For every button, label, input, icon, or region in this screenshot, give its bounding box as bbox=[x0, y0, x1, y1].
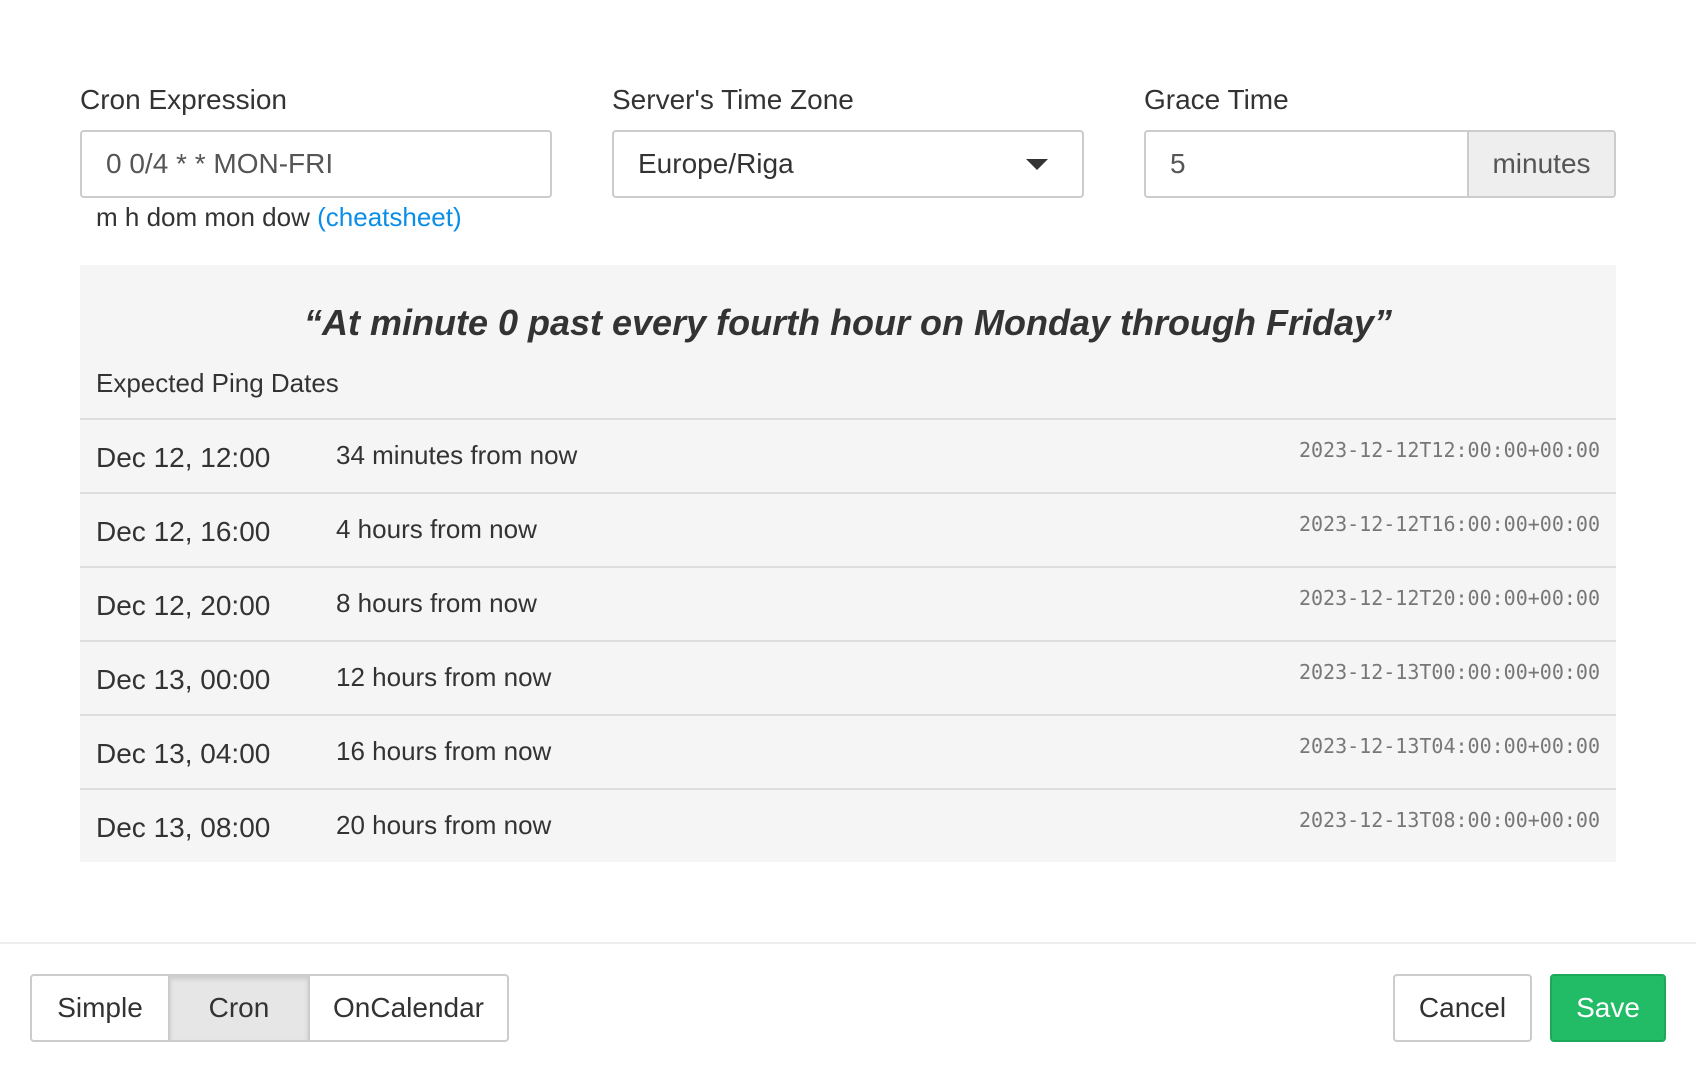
ping-row: Dec 13, 04:00 16 hours from now 2023-12-13… bbox=[80, 714, 1616, 788]
cron-value: 0 0/4 * * MON-FRI bbox=[106, 148, 334, 179]
ping-relative: 12 hours from now bbox=[336, 662, 552, 692]
ping-iso: 2023-12-13T00:00:00+00:00 bbox=[1298, 660, 1600, 684]
timezone-label: Server's Time Zone bbox=[612, 84, 854, 115]
grace-label: Grace Time bbox=[1144, 84, 1289, 115]
timezone-select[interactable]: Europe/Riga bbox=[612, 130, 1084, 198]
ping-date: Dec 13, 00:00 bbox=[96, 664, 271, 695]
schedule-description: “At minute 0 past every fourth hour on M… bbox=[303, 302, 1393, 343]
grace-time-input[interactable]: 5 bbox=[1146, 132, 1467, 196]
mode-simple-button[interactable]: Simple bbox=[30, 974, 170, 1042]
ping-row: Dec 12, 20:00 8 hours from now 2023-12-12T… bbox=[80, 566, 1616, 640]
ping-row: Dec 12, 16:00 4 hours from now 2023-12-12T… bbox=[80, 492, 1616, 566]
cron-hint: m h dom mon dow (cheatsheet) bbox=[96, 202, 462, 233]
grace-time-group: 5 minutes bbox=[1144, 130, 1616, 198]
footer-divider bbox=[0, 942, 1696, 944]
cancel-button[interactable]: Cancel bbox=[1393, 974, 1532, 1042]
save-button[interactable]: Save bbox=[1550, 974, 1666, 1042]
ping-iso: 2023-12-12T12:00:00+00:00 bbox=[1298, 438, 1600, 462]
cheatsheet-link[interactable]: (cheatsheet) bbox=[317, 202, 462, 232]
timezone-value: Europe/Riga bbox=[638, 148, 794, 179]
ping-relative: 8 hours from now bbox=[336, 588, 537, 618]
ping-date: Dec 13, 04:00 bbox=[96, 738, 271, 769]
ping-relative: 34 minutes from now bbox=[336, 440, 578, 470]
ping-iso: 2023-12-12T20:00:00+00:00 bbox=[1298, 586, 1600, 610]
ping-relative: 4 hours from now bbox=[336, 514, 537, 544]
ping-date: Dec 13, 08:00 bbox=[96, 812, 271, 843]
mode-oncalendar-button[interactable]: OnCalendar bbox=[308, 974, 509, 1042]
grace-value: 5 bbox=[1170, 148, 1186, 179]
schedule-preview: “At minute 0 past every fourth hour on M… bbox=[80, 265, 1616, 862]
grace-unit-addon: minutes bbox=[1467, 132, 1614, 196]
ping-date: Dec 12, 12:00 bbox=[96, 442, 271, 473]
cron-label: Cron Expression bbox=[80, 84, 287, 115]
ping-row: Dec 13, 08:00 20 hours from now 2023-12-13… bbox=[80, 788, 1616, 862]
mode-cron-button[interactable]: Cron bbox=[168, 974, 310, 1042]
ping-date: Dec 12, 20:00 bbox=[96, 590, 271, 621]
ping-iso: 2023-12-13T04:00:00+00:00 bbox=[1298, 734, 1600, 758]
ping-iso: 2023-12-12T16:00:00+00:00 bbox=[1298, 512, 1600, 536]
ping-relative: 20 hours from now bbox=[336, 810, 552, 840]
caret-down-icon bbox=[1026, 158, 1048, 170]
ping-relative: 16 hours from now bbox=[336, 736, 552, 766]
ping-row: Dec 12, 12:00 34 minutes from now 2023-12-… bbox=[80, 418, 1616, 492]
expected-ping-dates-heading: Expected Ping Dates bbox=[96, 368, 339, 398]
cron-hint-text: m h dom mon dow bbox=[96, 202, 310, 232]
ping-date: Dec 12, 16:00 bbox=[96, 516, 271, 547]
cron-expression-input[interactable]: 0 0/4 * * MON-FRI bbox=[80, 130, 552, 198]
ping-row: Dec 13, 00:00 12 hours from now 2023-12-13… bbox=[80, 640, 1616, 714]
ping-iso: 2023-12-13T08:00:00+00:00 bbox=[1298, 808, 1600, 832]
